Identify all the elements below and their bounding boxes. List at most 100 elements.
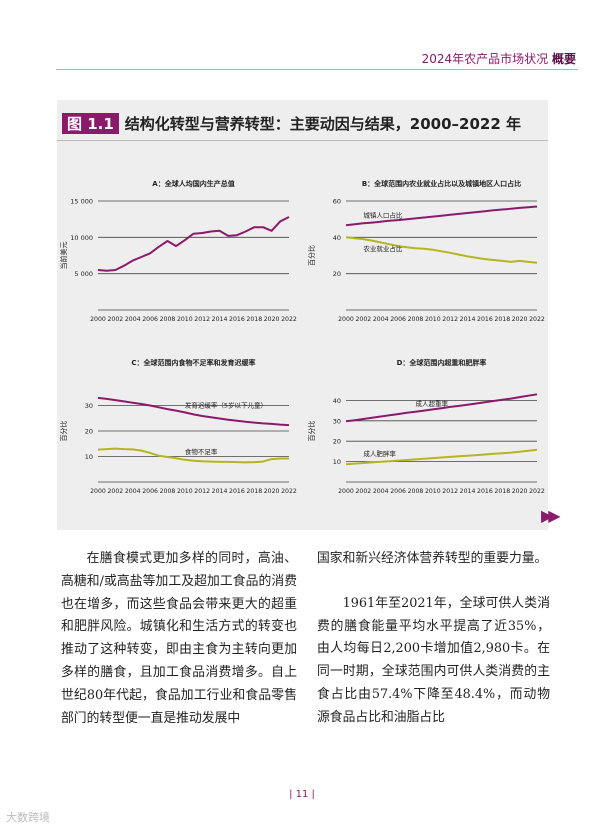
series-line-B-1 — [345, 236, 538, 264]
x-tick-label: 2022 — [529, 316, 545, 323]
x-tick-label: 2004 — [373, 316, 389, 323]
x-tick-label: 2000 — [90, 488, 106, 495]
x-tick-label: 2018 — [246, 488, 262, 495]
running-header: 2024年农产品市场状况 概要 — [422, 50, 576, 67]
y-tick-label: 40 — [333, 234, 341, 242]
x-tick-label: 2018 — [494, 316, 510, 323]
y-tick-label: 5 000 — [74, 270, 93, 278]
x-tick-label: 2002 — [107, 488, 123, 495]
body-paragraph: 在膳食模式更加多样的同时，高油、高糖和/或高盐等加工及超加工食品的消费也在增多，… — [61, 551, 297, 726]
x-tick-label: 2006 — [142, 316, 158, 323]
y-tick-label: 20 — [85, 428, 93, 436]
x-tick-label: 2012 — [194, 316, 210, 323]
figure-tag: 图 1.1 — [62, 113, 119, 134]
x-tick-label: 2014 — [460, 488, 476, 495]
chart-title-D: D：全球范围内超重和肥胖率 — [397, 358, 487, 367]
x-tick-label: 2008 — [408, 316, 424, 323]
x-tick-label: 2014 — [212, 316, 228, 323]
x-tick-label: 2002 — [355, 488, 371, 495]
x-tick-label: 2012 — [194, 488, 210, 495]
x-tick-label: 2018 — [246, 316, 262, 323]
chart-title-C: C：全球范围内食物不足率和发育迟缓率 — [131, 358, 255, 367]
figure-title-divider — [57, 140, 548, 141]
x-tick-label: 2006 — [390, 488, 406, 495]
x-tick-label: 2012 — [442, 488, 458, 495]
header-section: 概要 — [551, 52, 576, 66]
x-tick-label: 2018 — [494, 488, 510, 495]
x-tick-label: 2022 — [281, 316, 297, 323]
series-annotation-C-1: 食物不足率 — [185, 447, 218, 456]
x-tick-label: 2022 — [529, 488, 545, 495]
series-line-A-0 — [97, 216, 290, 272]
body-column-right: 国家和新兴经济体营养转型的重要力量。 1961年至2021年，全球可供人类消费的… — [317, 548, 550, 752]
y-tick-label: 10 000 — [70, 234, 93, 242]
x-tick-label: 2002 — [107, 316, 123, 323]
x-tick-label: 2020 — [512, 488, 528, 495]
x-tick-label: 2008 — [408, 488, 424, 495]
y-axis-label: 百分比 — [307, 421, 316, 442]
x-tick-label: 2022 — [281, 488, 297, 495]
y-axis-label: 百分比 — [59, 421, 68, 442]
y-tick-label: 15 000 — [70, 198, 93, 206]
y-axis-label: 当前美元 — [59, 242, 68, 270]
series-annotation-D-0: 成人超重率 — [415, 399, 448, 408]
series-line-D-0 — [345, 393, 538, 423]
x-tick-label: 2016 — [229, 316, 245, 323]
x-tick-label: 2006 — [142, 488, 158, 495]
x-tick-label: 2000 — [338, 488, 354, 495]
figure-panel — [57, 100, 548, 530]
x-tick-label: 2012 — [442, 316, 458, 323]
y-tick-label: 10 — [85, 453, 93, 461]
x-tick-label: 2008 — [160, 316, 176, 323]
header-title: 2024年农产品市场状况 — [421, 52, 549, 66]
x-tick-label: 2010 — [425, 488, 441, 495]
series-annotation-C-0: 发育迟缓率（5岁以下儿童） — [185, 400, 267, 409]
body-paragraph: 国家和新兴经济体营养转型的重要力量。 — [317, 551, 548, 566]
x-tick-label: 2020 — [264, 488, 280, 495]
x-tick-label: 2014 — [212, 488, 228, 495]
y-tick-label: 30 — [333, 417, 341, 425]
y-tick-label: 40 — [333, 397, 341, 405]
figure-title-text: 结构化转型与营养转型：主要动因与结果，2000–2022 年 — [124, 115, 522, 133]
series-line-C-1 — [97, 447, 289, 464]
series-line-C-0 — [97, 396, 290, 427]
figure-title: 图 1.1 结构化转型与营养转型：主要动因与结果，2000–2022 年 — [62, 113, 521, 134]
x-tick-label: 2000 — [90, 316, 106, 323]
watermark: 大数跨境 — [6, 811, 50, 824]
y-axis-label: 百分比 — [307, 245, 316, 266]
x-tick-label: 2020 — [512, 316, 528, 323]
x-tick-label: 2010 — [177, 488, 193, 495]
x-tick-label: 2006 — [390, 316, 406, 323]
chart-title-A: A：全球人均国内生产总值 — [152, 179, 234, 188]
series-annotation-B-0: 城镇人口占比 — [363, 210, 403, 219]
x-tick-label: 2002 — [355, 316, 371, 323]
y-tick-label: 60 — [333, 198, 341, 206]
x-tick-label: 2004 — [373, 488, 389, 495]
body-paragraph: 1961年至2021年，全球可供人类消费的膳食能量平均水平提高了近35%，由人均… — [317, 595, 550, 725]
x-tick-label: 2016 — [229, 488, 245, 495]
x-tick-label: 2000 — [338, 316, 354, 323]
x-tick-label: 2020 — [264, 316, 280, 323]
x-tick-label: 2010 — [425, 316, 441, 323]
next-arrow-icon[interactable]: ▶▶ — [541, 506, 560, 525]
series-annotation-B-1: 农业就业占比 — [363, 244, 403, 253]
page-number: | 11 | — [289, 789, 315, 800]
series-line-D-1 — [345, 448, 538, 466]
body-column-left: 在膳食模式更加多样的同时，高油、高糖和/或高盐等加工及超加工食品的消费也在增多，… — [61, 548, 297, 752]
series-annotation-D-1: 成人肥胖率 — [363, 449, 396, 458]
x-tick-label: 2008 — [160, 488, 176, 495]
y-tick-label: 30 — [85, 402, 93, 410]
x-tick-label: 2004 — [125, 316, 141, 323]
chart-title-B: B：全球范围内农业就业占比以及城镇地区人口占比 — [362, 179, 521, 188]
x-tick-label: 2014 — [460, 316, 476, 323]
y-tick-label: 20 — [333, 438, 341, 446]
header-divider — [56, 69, 578, 70]
x-tick-label: 2016 — [477, 316, 493, 323]
y-tick-label: 10 — [333, 458, 341, 466]
x-tick-label: 2004 — [125, 488, 141, 495]
y-tick-label: 20 — [333, 270, 341, 278]
x-tick-label: 2016 — [477, 488, 493, 495]
series-line-B-0 — [345, 205, 538, 227]
x-tick-label: 2010 — [177, 316, 193, 323]
